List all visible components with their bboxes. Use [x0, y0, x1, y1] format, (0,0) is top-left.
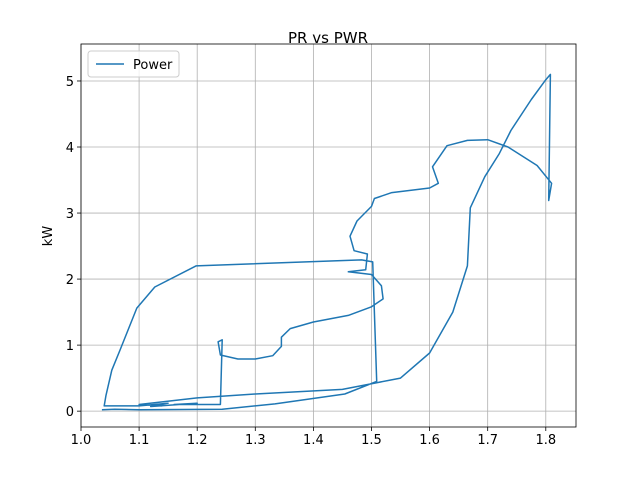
- legend-label: Power: [133, 58, 173, 73]
- x-tick-label: 1.8: [535, 433, 556, 448]
- legend-box: [87, 50, 180, 78]
- x-tick-label: 1.3: [245, 433, 266, 448]
- y-axis-label: kW: [41, 226, 56, 247]
- x-tick-label: 1.2: [187, 433, 208, 448]
- y-tick-label: 3: [66, 207, 74, 222]
- y-tick-label: 2: [66, 273, 74, 288]
- x-tick-label: 1.5: [361, 433, 382, 448]
- y-tick-label: 1: [66, 339, 74, 354]
- x-tick-label: 1.7: [477, 433, 498, 448]
- data-line: [101, 73, 553, 411]
- plot-frame: [80, 43, 577, 428]
- x-tick-label: 1.6: [419, 433, 440, 448]
- x-tick-label: 1.4: [303, 433, 324, 448]
- y-tick-label: 5: [66, 75, 74, 90]
- chart-title: PR vs PWR: [288, 29, 368, 47]
- x-tick-label: 1.1: [129, 433, 150, 448]
- x-tick-label: 1.0: [71, 433, 92, 448]
- y-tick-label: 4: [66, 141, 74, 156]
- y-tick-label: 0: [66, 405, 74, 420]
